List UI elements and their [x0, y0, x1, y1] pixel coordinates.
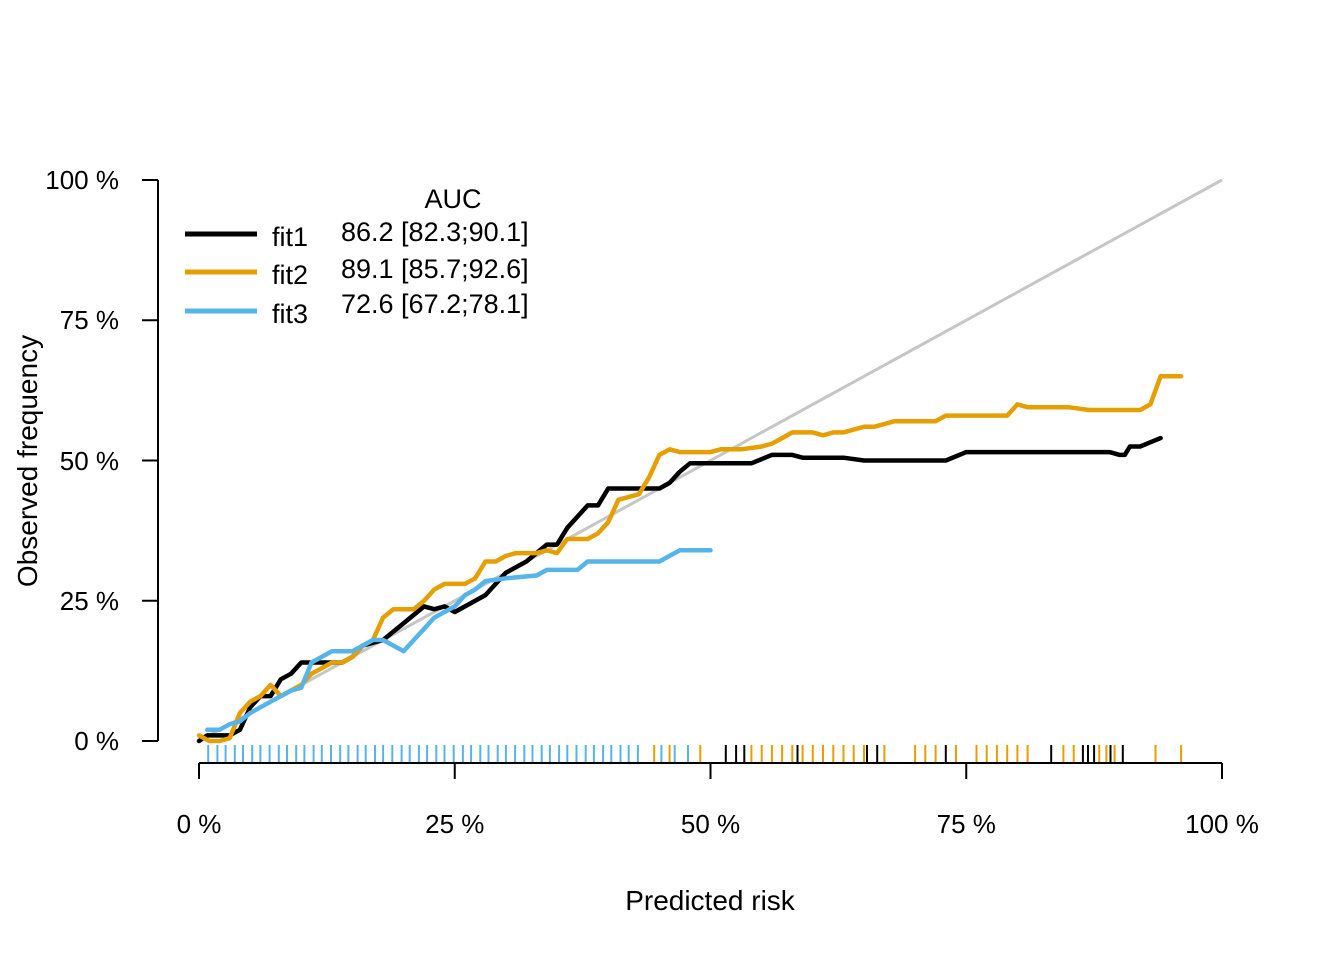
- y-tick-label-3: 75 %: [60, 305, 119, 335]
- legend-auc-fit2: 89.1 [85.7;92.6]: [341, 254, 529, 284]
- legend-title: AUC: [424, 184, 481, 214]
- plot-area: [196, 178, 1223, 762]
- y-tick-label-0: 0 %: [74, 726, 119, 756]
- x-tick-label-0: 0 %: [177, 809, 222, 839]
- legend-label-fit2: fit2: [272, 260, 308, 290]
- rug-layer: [207, 745, 1183, 762]
- legend-auc-fit1: 86.2 [82.3;90.1]: [341, 217, 529, 247]
- y-axis-title: Observed frequency: [12, 335, 43, 587]
- series-layer: [196, 374, 1184, 744]
- x-axis: 0 % 25 % 50 % 75 % 100 % Predicted risk: [177, 762, 1259, 916]
- x-tick-label-2: 50 %: [681, 809, 740, 839]
- series-line-fit2: [196, 374, 1184, 744]
- y-tick-label-1: 25 %: [60, 586, 119, 616]
- legend-label-fit1: fit1: [272, 222, 308, 252]
- legend-label-fit3: fit3: [272, 299, 308, 329]
- x-tick-label-1: 25 %: [425, 809, 484, 839]
- x-tick-label-3: 75 %: [937, 809, 996, 839]
- series-line-fit3: [204, 548, 713, 733]
- legend-auc-fit3: 72.6 [67.2;78.1]: [341, 289, 529, 319]
- reference-diagonal: [198, 178, 1223, 743]
- x-axis-title: Predicted risk: [625, 885, 796, 916]
- y-axis: 0 % 25 % 50 % 75 % 100 % Observed freque…: [12, 165, 159, 756]
- x-tick-label-4: 100 %: [1185, 809, 1259, 839]
- series-line-fit1: [196, 435, 1163, 744]
- y-tick-label-2: 50 %: [60, 446, 119, 476]
- y-tick-label-4: 100 %: [45, 165, 119, 195]
- legend: AUC fit1 fit2 fit3 86.2 [82.3;90.1] 89.1…: [185, 184, 529, 329]
